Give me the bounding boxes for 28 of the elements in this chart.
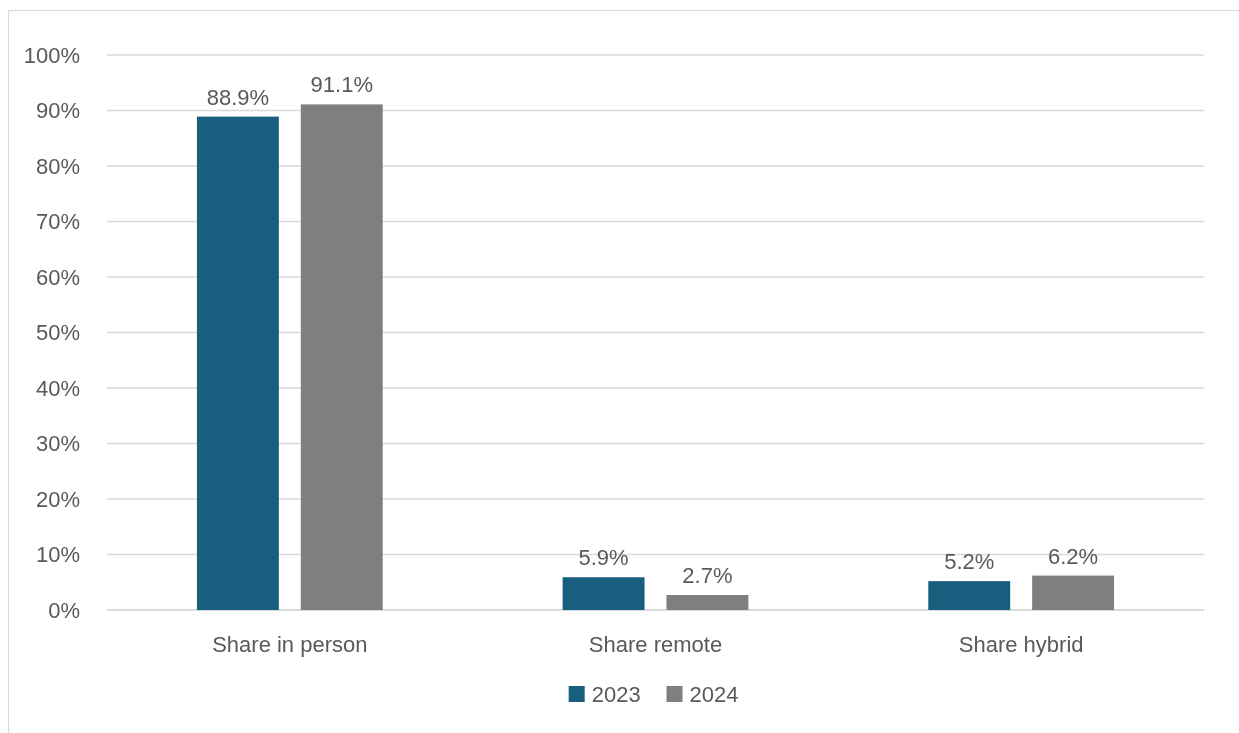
data-label: 5.9% (578, 545, 629, 571)
y-tick-label: 90% (35, 98, 80, 124)
bar (300, 104, 383, 610)
legend-label: 2024 (689, 681, 739, 707)
y-tick-label: 100% (23, 42, 80, 68)
y-tick-label: 40% (35, 375, 80, 401)
bar (196, 116, 279, 610)
y-tick-label: 60% (35, 264, 80, 290)
data-label: 5.2% (944, 549, 995, 575)
y-tick-label: 10% (35, 542, 80, 568)
y-tick-label: 30% (35, 431, 80, 457)
bar (562, 577, 645, 610)
x-tick-label: Share remote (588, 632, 723, 657)
bar (1032, 575, 1115, 610)
data-label: 88.9% (206, 84, 270, 110)
data-label: 91.1% (310, 72, 373, 98)
y-tick-label: 20% (35, 486, 80, 512)
legend-label: 2023 (591, 681, 641, 707)
bar (666, 595, 749, 610)
x-tick-label: Share hybrid (958, 632, 1084, 657)
x-tick-label: Share in person (212, 632, 368, 657)
bar (928, 581, 1011, 610)
y-tick-label: 80% (35, 153, 80, 179)
y-tick-label: 50% (35, 320, 80, 346)
data-label: 6.2% (1048, 543, 1099, 569)
y-tick-label: 0% (48, 597, 80, 623)
data-label: 2.7% (682, 563, 733, 589)
y-tick-label: 70% (35, 209, 80, 235)
